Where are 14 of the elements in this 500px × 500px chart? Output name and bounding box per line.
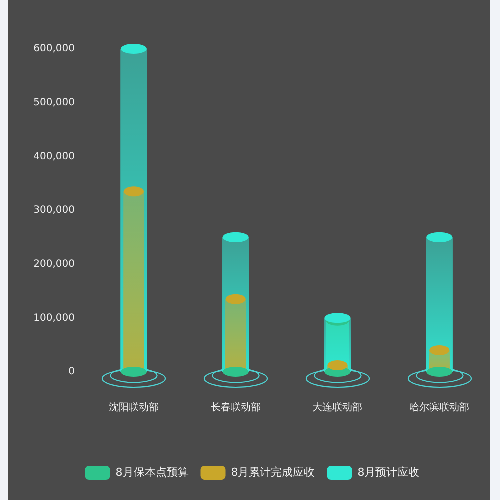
x-tick-label: 长春联动部 <box>210 402 261 414</box>
y-tick-label: 0 <box>68 366 75 378</box>
x-tick-label: 沈阳联动部 <box>108 402 159 414</box>
legend-label: 8月累计完成应收 <box>231 466 316 479</box>
legend-label: 8月保本点预算 <box>116 466 189 479</box>
x-tick-label: 哈尔滨联动部 <box>410 402 470 414</box>
y-tick-label: 400,000 <box>34 151 75 162</box>
y-tick-label: 200,000 <box>34 258 75 270</box>
y-tick-label: 600,000 <box>34 44 75 55</box>
y-tick-label: 100,000 <box>34 312 75 324</box>
y-tick-label: 500,000 <box>34 97 75 108</box>
y-tick-label: 300,000 <box>34 205 75 216</box>
x-tick-label: 大连联动部 <box>312 402 363 414</box>
legend-label: 8月预计应收 <box>358 466 420 479</box>
